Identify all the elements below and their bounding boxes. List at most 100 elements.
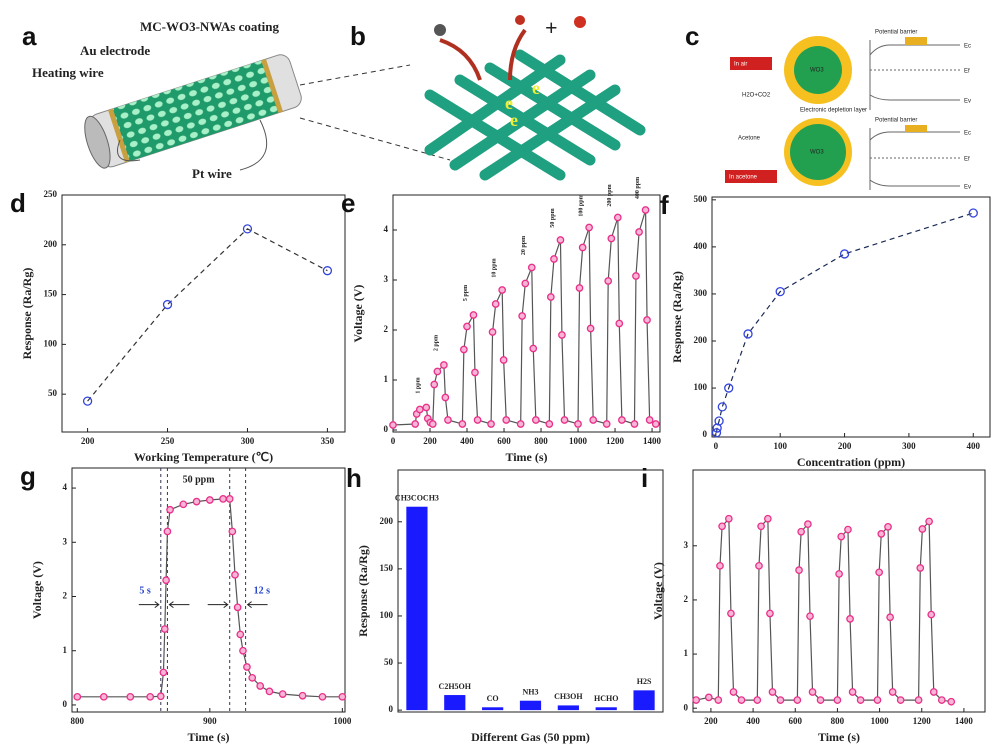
panel-c: c In air In acetone WO3 WO3 H2O+CO2 Acet…	[685, 21, 971, 191]
y-tick-label: 250	[44, 189, 58, 199]
x-tick-label: 100	[773, 441, 787, 451]
data-point	[641, 206, 650, 214]
molecule	[515, 15, 525, 25]
x-tick-label: 400	[460, 436, 474, 446]
data-point	[502, 416, 511, 424]
data-point	[219, 495, 227, 503]
data-point	[793, 696, 802, 704]
data-point	[766, 609, 774, 618]
x-axis-label: Working Temperature (℃)	[134, 450, 273, 464]
bar	[444, 695, 466, 711]
bar	[519, 700, 542, 711]
y-tick-label: 100	[380, 610, 394, 620]
bar-label: CH3COCH3	[395, 494, 439, 503]
x-tick-label: 600	[789, 716, 803, 726]
panel-letter: c	[685, 21, 699, 51]
data-point	[338, 692, 347, 701]
x-tick-label: 1400	[955, 716, 974, 726]
x-tick-label: 600	[497, 436, 511, 446]
data-point	[192, 497, 201, 506]
data-point	[498, 286, 507, 294]
data-point	[126, 692, 135, 701]
data-line	[715, 212, 974, 433]
y-tick-label: 2	[684, 594, 689, 604]
data-point	[550, 255, 558, 263]
y-tick-label: 200	[44, 239, 58, 249]
data-point	[833, 696, 842, 704]
y-tick-label: 2	[384, 324, 389, 334]
data-point	[877, 530, 886, 538]
x-tick-label: 400	[967, 441, 981, 451]
data-point	[724, 514, 733, 523]
data-point	[804, 520, 812, 528]
x-tick-label: 0	[714, 441, 719, 451]
y-axis-label: Response (Ra/Rg)	[356, 545, 370, 637]
annotation: 50 ppm	[183, 474, 216, 485]
data-point	[724, 383, 734, 393]
barrier	[905, 37, 927, 45]
data-point	[918, 525, 927, 533]
x-axis-label: Different Gas (50 ppm)	[471, 730, 590, 744]
arrow	[508, 28, 527, 81]
data-point	[727, 609, 735, 618]
data-point	[488, 328, 497, 336]
data-point	[156, 692, 165, 701]
bar	[633, 690, 655, 711]
x-tick-label: 800	[831, 716, 845, 726]
bar-label: HCHO	[594, 694, 618, 703]
y-tick-label: 1	[384, 374, 389, 384]
arrow	[207, 601, 229, 609]
data-point	[556, 236, 565, 244]
plot-frame	[711, 196, 991, 438]
data-point	[729, 688, 738, 696]
x-tick-label: 250	[161, 436, 175, 446]
band-diagram	[869, 40, 960, 190]
plot-frame	[61, 194, 346, 433]
y-tick-label: 0	[389, 704, 394, 714]
data-point	[755, 561, 763, 570]
data-line	[696, 517, 952, 703]
x-tick-label: 1200	[913, 716, 932, 726]
x-tick-label: 800	[534, 436, 548, 446]
bar	[406, 506, 428, 711]
label: Pt wire	[192, 166, 232, 181]
data-point	[160, 625, 169, 633]
data-point	[499, 356, 508, 364]
data-point	[692, 696, 701, 704]
y-tick-label: 200	[694, 335, 708, 345]
data-point	[471, 368, 479, 377]
data-point	[243, 663, 251, 671]
data-point	[947, 697, 956, 706]
y-tick-label: 150	[44, 289, 58, 299]
x-tick-label: 200	[81, 436, 95, 446]
data-point	[73, 692, 82, 701]
data-point	[937, 696, 946, 704]
data-point	[632, 272, 640, 280]
plot-frame	[71, 467, 346, 713]
data-point	[718, 522, 726, 531]
data-point	[146, 692, 155, 701]
data-point	[516, 420, 525, 428]
x-tick-label: 200	[704, 716, 718, 726]
x-tick-label: 1000	[871, 716, 890, 726]
y-tick-label: 3	[63, 536, 68, 546]
bar-label: H2S	[637, 677, 652, 686]
label: H2O+CO2	[742, 93, 771, 99]
peak-label: 400 ppm	[635, 177, 641, 199]
label: Ev	[964, 99, 971, 105]
x-tick-label: 1200	[606, 436, 625, 446]
data-point	[225, 495, 234, 503]
peak-label: 50 ppm	[550, 208, 556, 227]
data-point	[205, 496, 214, 504]
data-point	[444, 416, 452, 424]
data-point	[298, 691, 307, 700]
peak-label: 100 ppm	[579, 194, 585, 216]
data-point	[560, 416, 569, 424]
y-tick-label: 1	[63, 645, 68, 655]
data-point	[884, 522, 892, 531]
data-point	[558, 331, 566, 339]
y-axis-label: Voltage (V)	[351, 285, 365, 343]
label: WO3	[810, 68, 824, 74]
peak-label: 200 ppm	[607, 184, 613, 206]
panel-a: a MC-WO3-NWAs coating Au electrode Heati…	[22, 19, 302, 181]
